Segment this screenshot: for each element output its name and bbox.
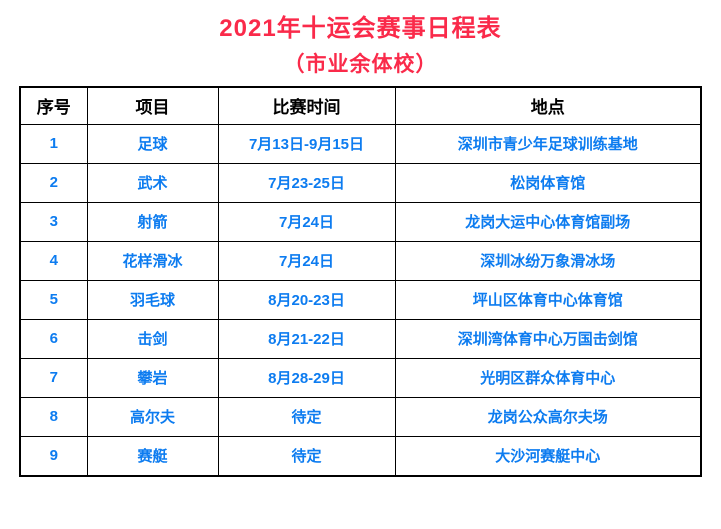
cell-event: 羽毛球	[86, 279, 219, 320]
cell-event: 足球	[86, 123, 219, 164]
cell-location: 大沙河赛艇中心	[394, 435, 702, 477]
table-row: 5 羽毛球 8月20-23日 坪山区体育中心体育馆	[19, 279, 702, 320]
cell-serial-number: 6	[19, 318, 88, 359]
page-title: 2021年十运会赛事日程表	[219, 15, 502, 42]
cell-time: 7月13日-9月15日	[217, 123, 396, 164]
cell-location: 光明区群众体育中心	[394, 357, 702, 398]
table-body: 1 足球 7月13日-9月15日 深圳市青少年足球训练基地 2 武术 7月23-25日 松岗体…	[19, 123, 702, 477]
cell-event: 攀岩	[86, 357, 219, 398]
header-serial-number: 序号	[19, 86, 88, 125]
cell-time: 待定	[217, 435, 396, 477]
header-event: 项目	[86, 86, 219, 125]
cell-serial-number: 4	[19, 240, 88, 281]
cell-location: 龙岗公众高尔夫场	[394, 396, 702, 437]
cell-time: 7月23-25日	[217, 162, 396, 203]
cell-serial-number: 9	[19, 435, 88, 477]
cell-location: 深圳市青少年足球训练基地	[394, 123, 702, 164]
cell-location: 深圳湾体育中心万国击剑馆	[394, 318, 702, 359]
cell-location: 坪山区体育中心体育馆	[394, 279, 702, 320]
table-row: 6 击剑 8月21-22日 深圳湾体育中心万国击剑馆	[19, 318, 702, 359]
table-row: 7 攀岩 8月28-29日 光明区群众体育中心	[19, 357, 702, 398]
schedule-table: 序号 项目 比赛时间 地点 1 足球 7月13日-9月15日 深圳市青少年足球训练基地…	[19, 85, 702, 477]
cell-location: 松岗体育馆	[394, 162, 702, 203]
cell-event: 武术	[86, 162, 219, 203]
cell-time: 8月21-22日	[217, 318, 396, 359]
table-row: 8 高尔夫 待定 龙岗公众高尔夫场	[19, 396, 702, 437]
table-row: 2 武术 7月23-25日 松岗体育馆	[19, 162, 702, 203]
cell-serial-number: 7	[19, 357, 88, 398]
cell-time: 7月24日	[217, 201, 396, 242]
cell-serial-number: 2	[19, 162, 88, 203]
header-competition-time: 比赛时间	[217, 86, 396, 125]
table-row: 1 足球 7月13日-9月15日 深圳市青少年足球训练基地	[19, 123, 702, 164]
cell-time: 8月28-29日	[217, 357, 396, 398]
header-row: 序号 项目 比赛时间 地点	[19, 86, 702, 125]
cell-time: 7月24日	[217, 240, 396, 281]
cell-serial-number: 5	[19, 279, 88, 320]
table-row: 4 花样滑冰 7月24日 深圳冰纷万象滑冰场	[19, 240, 702, 281]
cell-event: 花样滑冰	[86, 240, 219, 281]
cell-time: 8月20-23日	[217, 279, 396, 320]
header-location: 地点	[394, 86, 702, 125]
cell-location: 龙岗大运中心体育馆副场	[394, 201, 702, 242]
cell-serial-number: 1	[19, 123, 88, 164]
cell-time: 待定	[217, 396, 396, 437]
cell-event: 高尔夫	[86, 396, 219, 437]
table-row: 9 赛艇 待定 大沙河赛艇中心	[19, 435, 702, 477]
cell-event: 射箭	[86, 201, 219, 242]
table-row: 3 射箭 7月24日 龙岗大运中心体育馆副场	[19, 201, 702, 242]
page-subtitle: （市业余体校）	[283, 52, 438, 76]
cell-serial-number: 3	[19, 201, 88, 242]
cell-serial-number: 8	[19, 396, 88, 437]
cell-event: 击剑	[86, 318, 219, 359]
cell-location: 深圳冰纷万象滑冰场	[394, 240, 702, 281]
cell-event: 赛艇	[86, 435, 219, 477]
